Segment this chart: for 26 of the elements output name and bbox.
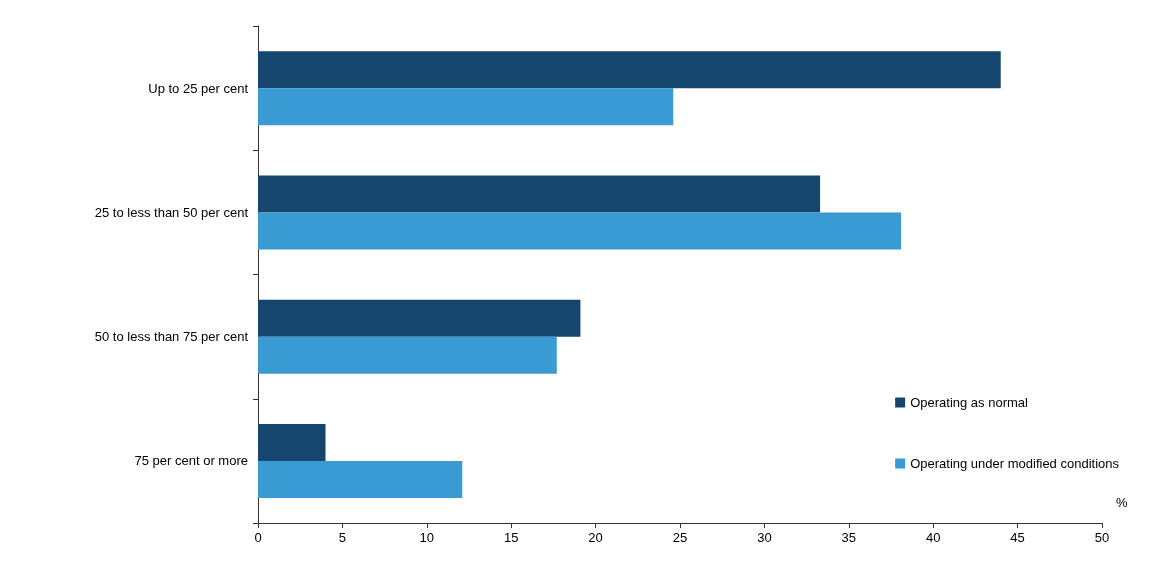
legend-label: Operating under modified conditions (910, 456, 1120, 471)
y-tick-label: 75 per cent or more (134, 453, 248, 469)
y-tick-label: 25 to less than 50 per cent (94, 204, 249, 220)
x-tick-label: 45 (1010, 530, 1025, 545)
bar (258, 175, 821, 213)
x-tick-label: 50 (1094, 530, 1110, 545)
bar (258, 460, 463, 498)
x-tick-label: 15 (503, 530, 519, 545)
bar (258, 212, 902, 250)
y-tick-label: Up to 25 per cent (148, 80, 249, 96)
bar (258, 51, 1001, 89)
legend-label: Operating as normal (910, 395, 1029, 410)
x-axis-title: % (1116, 495, 1128, 510)
x-tick-label: 0 (254, 530, 262, 545)
bar (258, 423, 326, 461)
bar (258, 88, 674, 126)
x-tick-label: 35 (841, 530, 857, 545)
x-tick-label: 25 (672, 530, 688, 545)
x-tick-label: 40 (925, 530, 941, 545)
x-tick-label: 30 (757, 530, 772, 545)
x-tick-label: 5 (338, 530, 347, 545)
x-tick-label: 20 (588, 530, 603, 545)
y-tick-label: 50 to less than 75 per cent (94, 329, 249, 345)
x-tick-label: 10 (419, 530, 435, 545)
bar (258, 299, 581, 337)
bar (258, 336, 557, 374)
